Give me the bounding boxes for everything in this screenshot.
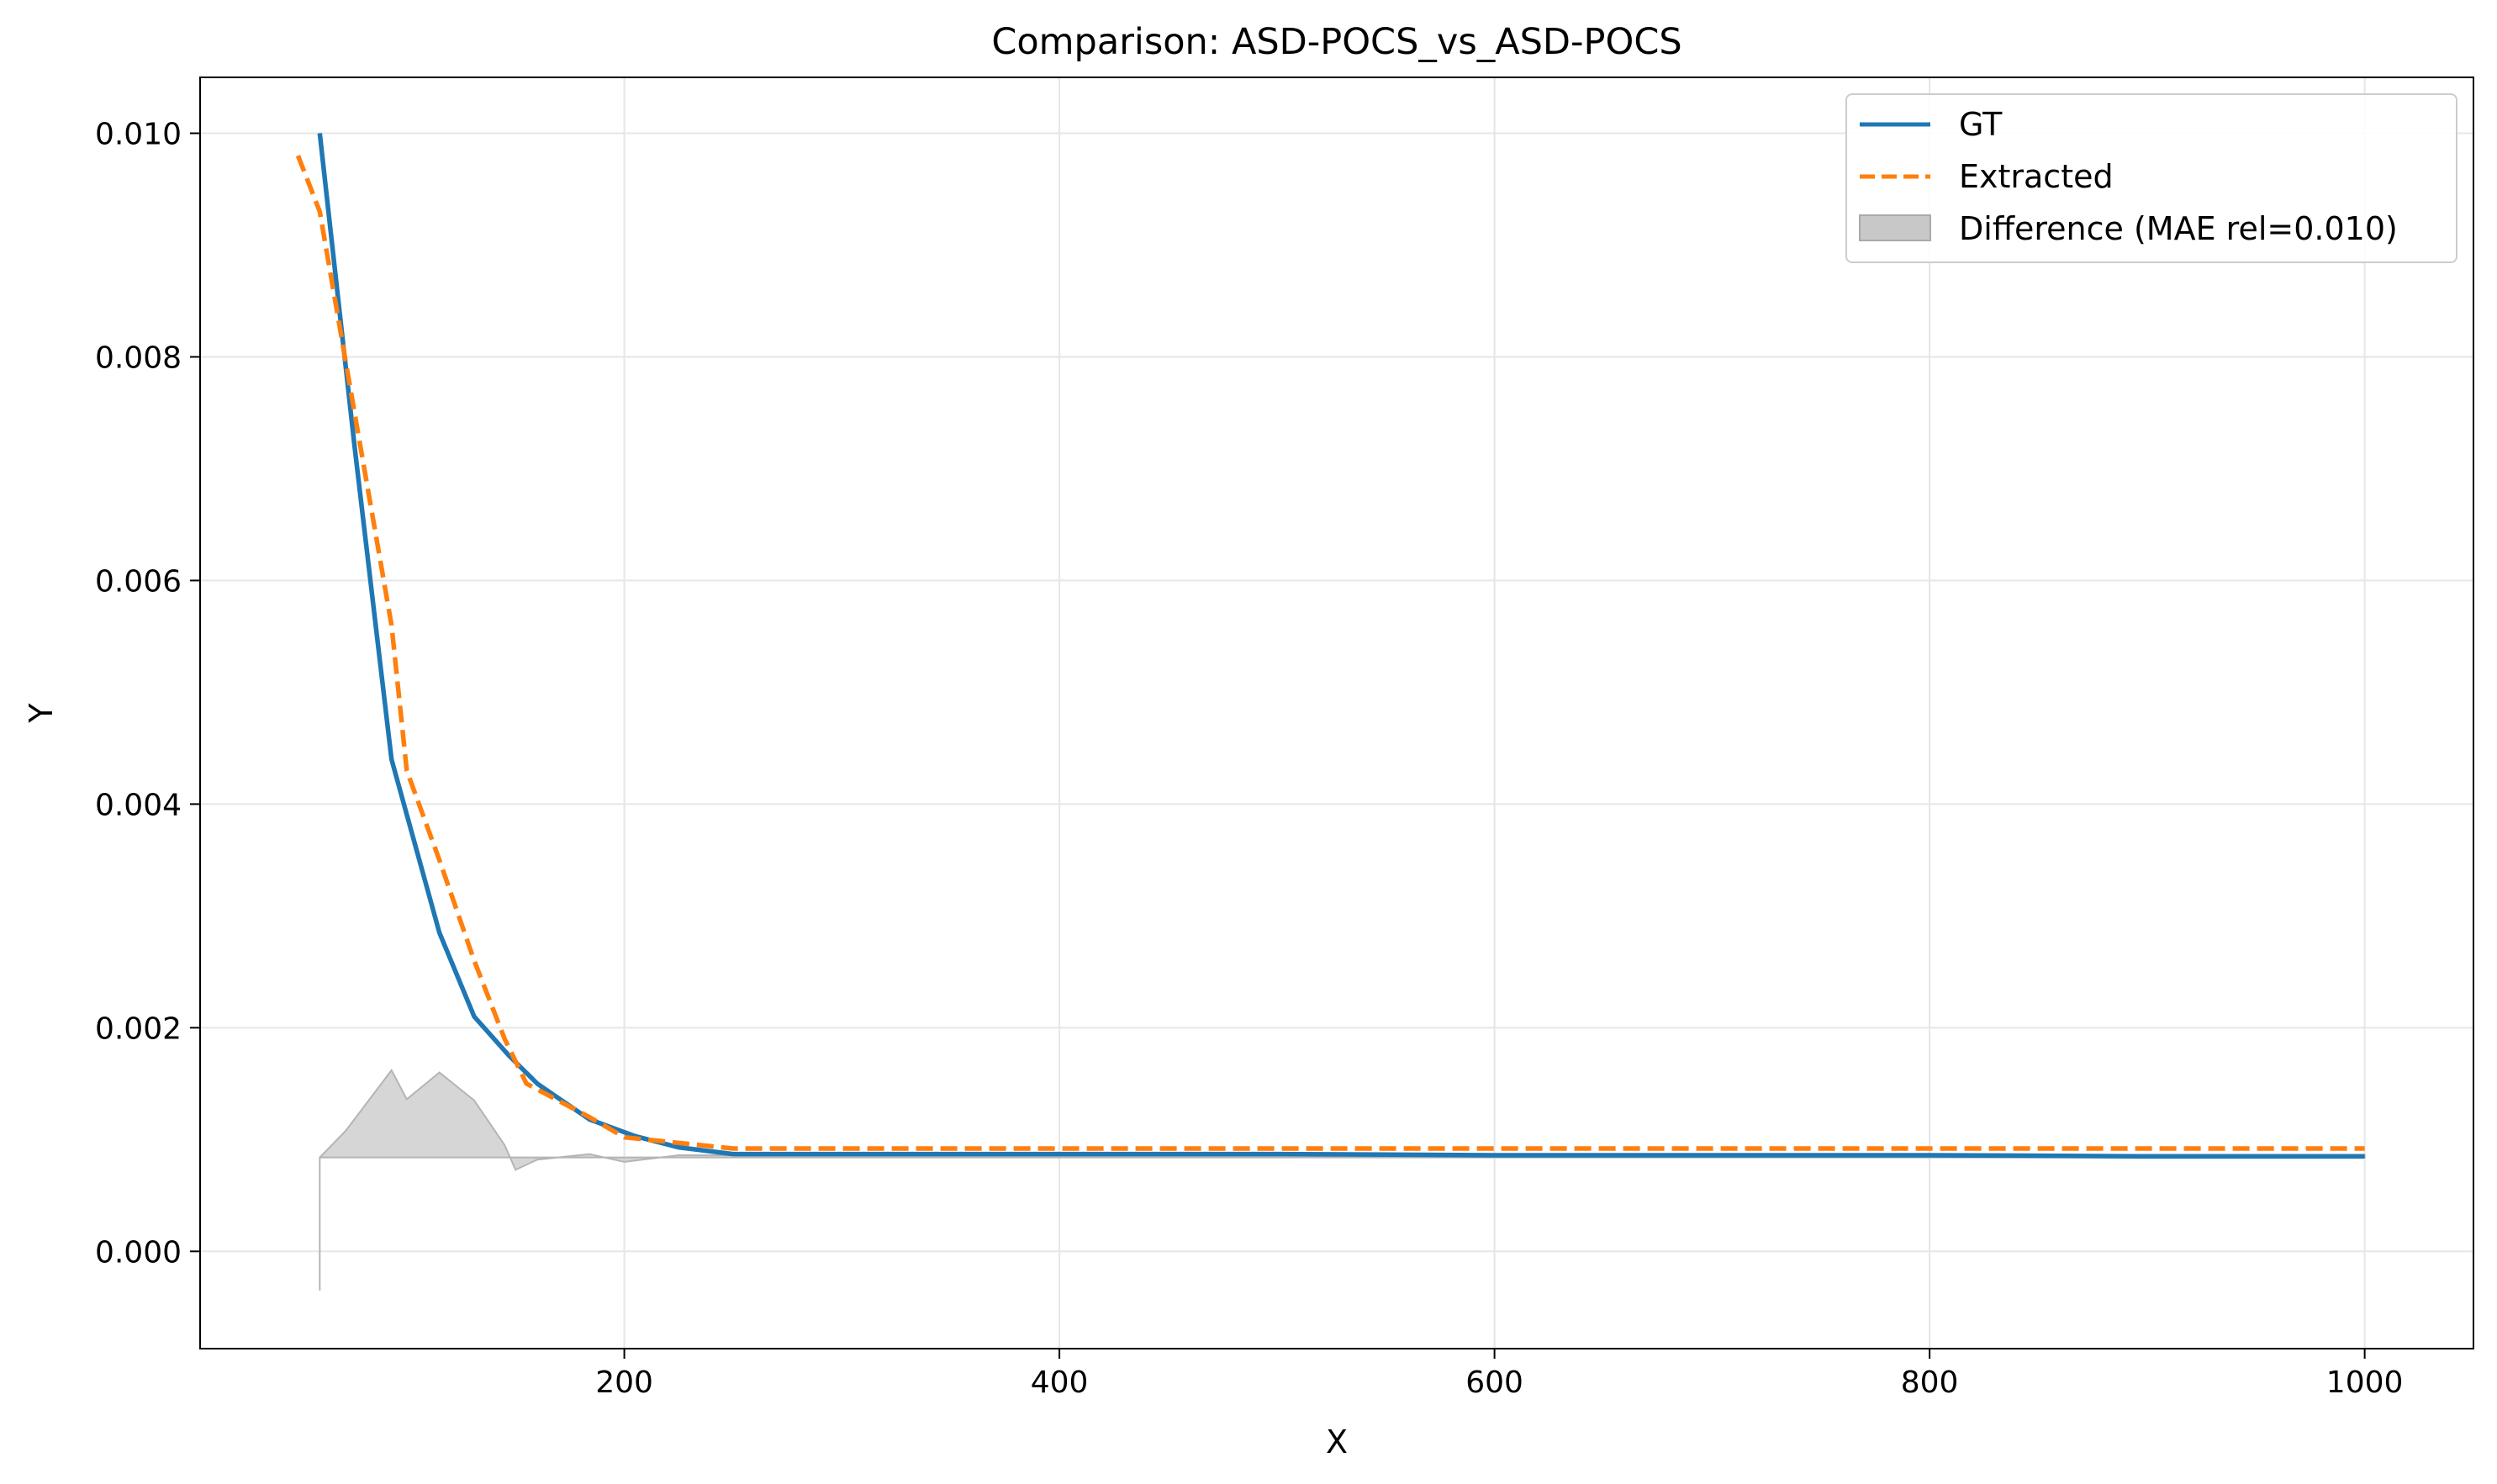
legend: GT Extracted Difference (MAE rel=0.010)	[1845, 93, 2457, 263]
legend-box	[1845, 93, 2457, 263]
chart-title: Comparison: ASD-POCS_vs_ASD-POCS	[991, 21, 1681, 63]
y-axis-label: Y	[23, 703, 60, 724]
legend-difference-label: Difference (MAE rel=0.010)	[1959, 210, 2398, 247]
legend-difference-swatch	[1859, 214, 1931, 241]
y-tick-label: 0.002	[95, 1011, 182, 1046]
legend-extracted-label: Extracted	[1959, 158, 2114, 195]
series-layer	[295, 133, 2365, 1159]
y-tick-label: 0.008	[95, 341, 182, 375]
y-tick-label: 0.000	[95, 1235, 182, 1270]
x-tick-label: 600	[1465, 1365, 1523, 1400]
y-tick-label: 0.004	[95, 788, 182, 822]
legend-gt-label: GT	[1959, 106, 2003, 143]
extracted-line	[295, 155, 2365, 1151]
plot-frame	[199, 77, 2474, 1349]
x-tick-label: 800	[1901, 1365, 1959, 1400]
x-tick-label: 400	[1031, 1365, 1089, 1400]
x-tick-label: 1000	[2326, 1365, 2404, 1400]
y-tick-label: 0.006	[95, 564, 182, 599]
tick-layer: 200 400 600 800 1000 0.000 0.002 0.004 0.006 0.00…	[95, 117, 2403, 1400]
x-tick-label: 200	[595, 1365, 653, 1400]
y-tick-label: 0.010	[95, 117, 182, 151]
gt-line	[317, 133, 2365, 1159]
x-axis-label: X	[1326, 1423, 1348, 1460]
